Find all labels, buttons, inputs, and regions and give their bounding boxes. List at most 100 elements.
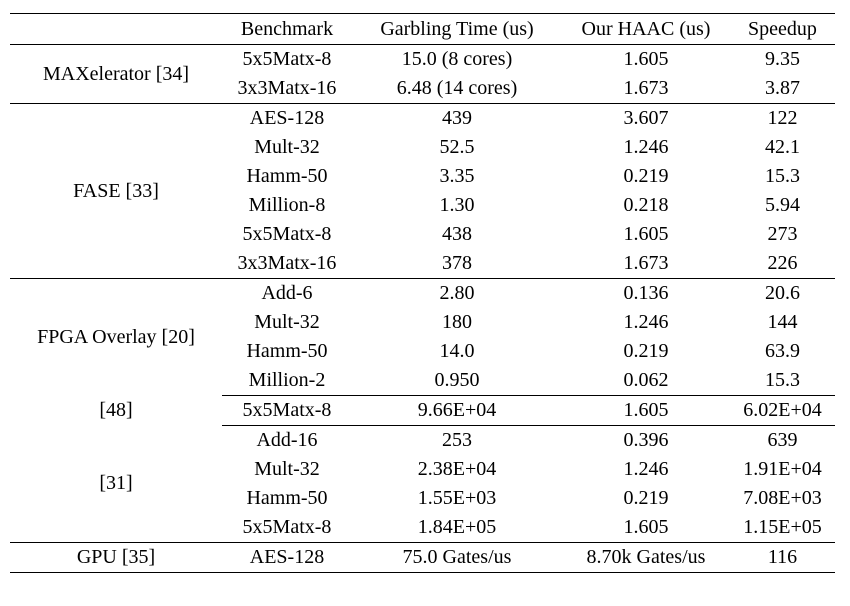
value-cell: 1.605 [623,516,669,538]
table-row: 5x5Matx-8 438 1.605 273 [10,220,835,249]
table-body: MAXelerator [34] 5x5Matx-8 15.0 (8 cores) 1… [10,45,835,573]
value-cell: 0.219 [623,165,669,187]
benchmark-cell: Hamm-50 [246,340,328,362]
table-row: 5x5Matx-8 1.84E+05 1.605 1.15E+05 [10,513,835,543]
header-cell: Speedup [730,13,835,45]
value-cell: 15.3 [765,165,800,187]
table-row: Hamm-50 14.0 0.219 63.9 [10,337,835,366]
benchmark-cell: Mult-32 [254,458,320,480]
value-cell: 1.84E+05 [417,516,497,538]
table-row: 3x3Matx-16 378 1.673 226 [10,249,835,279]
value-cell: 52.5 [439,136,475,158]
table-row: GPU [35] AES-128 75.0 Gates/us 8.70k Gates/… [10,542,835,573]
benchmark-cell: 5x5Matx-8 [242,48,332,70]
group-label: GPU [35] [10,542,222,573]
table-row: FASE [33] AES-128 439 3.607 122 [10,103,835,279]
value-cell: 1.30 [439,194,475,216]
value-cell: 1.605 [562,395,730,426]
table-row: [31] Add-16 253 0.396 639 [10,425,835,494]
value-cell: 3.87 [765,77,800,99]
value-cell: 0.219 [623,487,669,509]
value-cell: 1.91E+04 [743,458,822,480]
value-cell: 1.673 [623,252,669,274]
value-cell: 6.02E+04 [730,395,835,426]
value-cell: 2.80 [352,278,562,308]
value-cell: 273 [767,223,798,245]
value-cell: 639 [730,425,835,455]
group-label: [48] [99,399,133,421]
header-cell [10,13,222,45]
value-cell: 122 [730,103,835,133]
table-row: MAXelerator [34] 5x5Matx-8 15.0 (8 cores) 1… [10,45,835,85]
value-cell: 378 [442,252,472,274]
benchmark-cell: AES-128 [222,103,352,133]
value-cell: 15.3 [765,369,800,391]
table-row: Mult-32 2.38E+04 1.246 1.91E+04 [10,455,835,484]
benchmark-cell: 3x3Matx-16 [237,252,337,274]
header-cell: Garbling Time (us) [352,13,562,45]
value-cell: 0.218 [623,194,669,216]
value-cell: 63.9 [765,340,800,362]
value-cell: 116 [730,542,835,573]
value-cell: 0.950 [434,369,480,391]
value-cell: 180 [442,311,472,333]
group-label: FPGA Overlay [20] [10,278,222,396]
table-row: Hamm-50 1.55E+03 0.219 7.08E+03 [10,484,835,513]
benchmark-cell: Hamm-50 [246,165,328,187]
value-cell: 6.48 (14 cores) [396,77,518,99]
benchmark-cell: 5x5Matx-8 [242,516,332,538]
value-cell: 20.6 [730,278,835,308]
value-cell: 0.219 [623,340,669,362]
table-row: Million-2 0.950 0.062 15.3 [10,366,835,396]
benchmark-cell: AES-128 [222,542,352,573]
value-cell: 7.08E+03 [743,487,822,509]
group-label: MAXelerator [34] [42,62,190,85]
value-cell: 9.66E+04 [352,395,562,426]
value-cell: 8.70k Gates/us [562,542,730,573]
value-cell: 1.605 [623,48,669,70]
table-row: Million-8 1.30 0.218 5.94 [10,191,835,220]
value-cell: 1.605 [623,223,669,245]
benchmark-cell: Million-2 [248,369,326,391]
table-row: [48] 5x5Matx-8 9.66E+04 1.605 6.02E+04 [10,395,835,426]
benchmark-cell: Hamm-50 [246,487,328,509]
header-cell: Benchmark [222,13,352,45]
value-cell: 5.94 [765,194,800,216]
value-cell: 1.246 [623,458,669,480]
benchmark-cell: 5x5Matx-8 [242,223,332,245]
benchmark-cell: Mult-32 [254,136,320,158]
value-cell: 3.35 [439,165,475,187]
benchmark-cell: Add-16 [222,425,352,455]
header-row: Benchmark Garbling Time (us) Our HAAC (u… [10,13,835,45]
value-cell: 226 [767,252,798,274]
value-cell: 253 [352,425,562,455]
value-cell: 75.0 Gates/us [352,542,562,573]
value-cell: 2.38E+04 [417,458,497,480]
value-cell: 1.246 [623,136,669,158]
value-cell: 14.0 [439,340,475,362]
value-cell: 1.15E+05 [743,516,822,538]
table-row: Hamm-50 3.35 0.219 15.3 [10,162,835,191]
group-label: FASE [33] [10,103,222,279]
value-cell: 3.607 [562,103,730,133]
value-cell: 1.246 [623,311,669,333]
value-cell: 9.35 [765,48,800,70]
benchmark-cell: 5x5Matx-8 [222,395,352,426]
value-cell: 0.136 [562,278,730,308]
value-cell: 1.673 [623,77,669,99]
value-cell: 0.396 [562,425,730,455]
header-cell: Our HAAC (us) [562,13,730,45]
benchmark-cell: 3x3Matx-16 [237,77,337,99]
table-row: Mult-32 180 1.246 144 [10,308,835,337]
table-row: 3x3Matx-16 6.48 (14 cores) 1.673 3.87 [10,74,835,104]
benchmark-cell: Add-6 [222,278,352,308]
value-cell: 0.062 [623,369,669,391]
results-table: Benchmark Garbling Time (us) Our HAAC (u… [10,13,835,573]
value-cell: 42.1 [765,136,800,158]
benchmark-cell: Mult-32 [254,311,320,333]
value-cell: 1.55E+03 [417,487,497,509]
table-row: Mult-32 52.5 1.246 42.1 [10,133,835,162]
table-row: FPGA Overlay [20] Add-6 2.80 0.136 20.6 [10,278,835,396]
value-cell: 439 [352,103,562,133]
